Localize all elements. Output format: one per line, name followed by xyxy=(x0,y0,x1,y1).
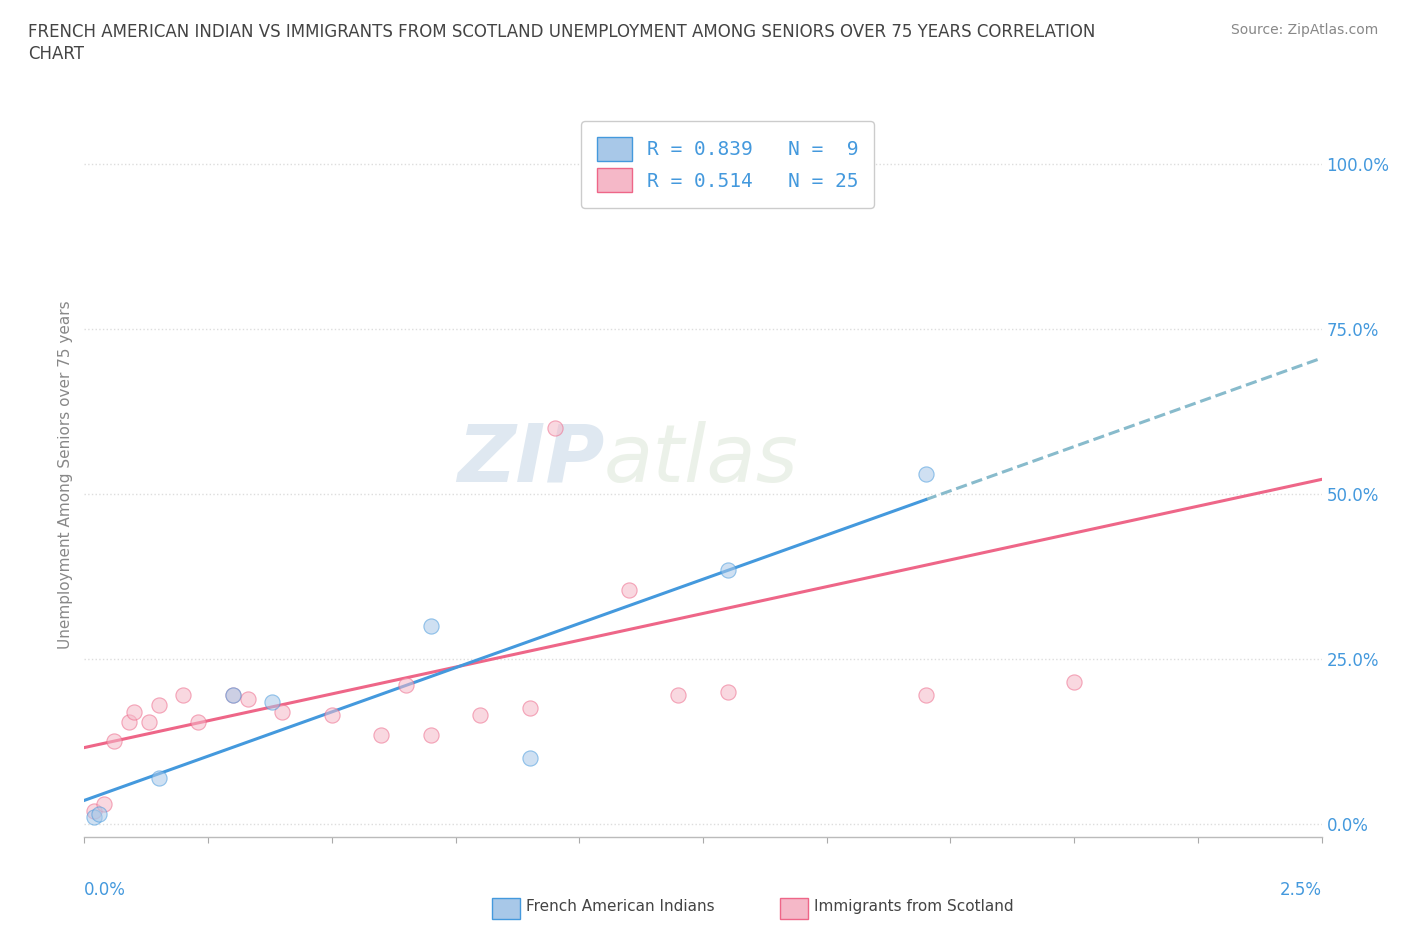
Point xyxy=(419,727,441,742)
Point xyxy=(83,804,105,818)
Point xyxy=(717,563,740,578)
Point xyxy=(89,806,111,821)
Point xyxy=(93,797,115,812)
Point xyxy=(914,688,936,703)
Point xyxy=(187,714,209,729)
Text: ZIP: ZIP xyxy=(457,420,605,498)
Y-axis label: Unemployment Among Seniors over 75 years: Unemployment Among Seniors over 75 years xyxy=(58,300,73,648)
Point xyxy=(321,708,343,723)
Text: Source: ZipAtlas.com: Source: ZipAtlas.com xyxy=(1230,23,1378,37)
Point xyxy=(148,698,170,712)
Point xyxy=(617,582,640,597)
Point xyxy=(419,618,441,633)
Point xyxy=(172,688,194,703)
Point xyxy=(262,695,284,710)
Point xyxy=(470,708,492,723)
Point xyxy=(1063,674,1085,689)
Point xyxy=(395,678,418,693)
Point xyxy=(543,420,565,435)
Point xyxy=(236,691,259,706)
Text: atlas: atlas xyxy=(605,420,799,498)
Point xyxy=(519,701,541,716)
Point xyxy=(717,684,740,699)
Point xyxy=(148,770,170,785)
Point xyxy=(815,157,838,172)
Text: FRENCH AMERICAN INDIAN VS IMMIGRANTS FROM SCOTLAND UNEMPLOYMENT AMONG SENIORS OV: FRENCH AMERICAN INDIAN VS IMMIGRANTS FRO… xyxy=(28,23,1095,41)
Point xyxy=(103,734,125,749)
Point xyxy=(222,688,245,703)
Text: CHART: CHART xyxy=(28,45,84,62)
Legend: R = 0.839   N =  9, R = 0.514   N = 25: R = 0.839 N = 9, R = 0.514 N = 25 xyxy=(581,121,875,207)
Point xyxy=(83,810,105,825)
Text: 0.0%: 0.0% xyxy=(84,881,127,898)
Text: 2.5%: 2.5% xyxy=(1279,881,1322,898)
Text: Immigrants from Scotland: Immigrants from Scotland xyxy=(814,899,1014,914)
Point xyxy=(222,688,245,703)
Point xyxy=(271,704,294,719)
Point xyxy=(370,727,392,742)
Point xyxy=(666,688,689,703)
Point xyxy=(122,704,145,719)
Point xyxy=(118,714,141,729)
Text: French American Indians: French American Indians xyxy=(526,899,714,914)
Point xyxy=(138,714,160,729)
Point xyxy=(914,467,936,482)
Point xyxy=(519,751,541,765)
